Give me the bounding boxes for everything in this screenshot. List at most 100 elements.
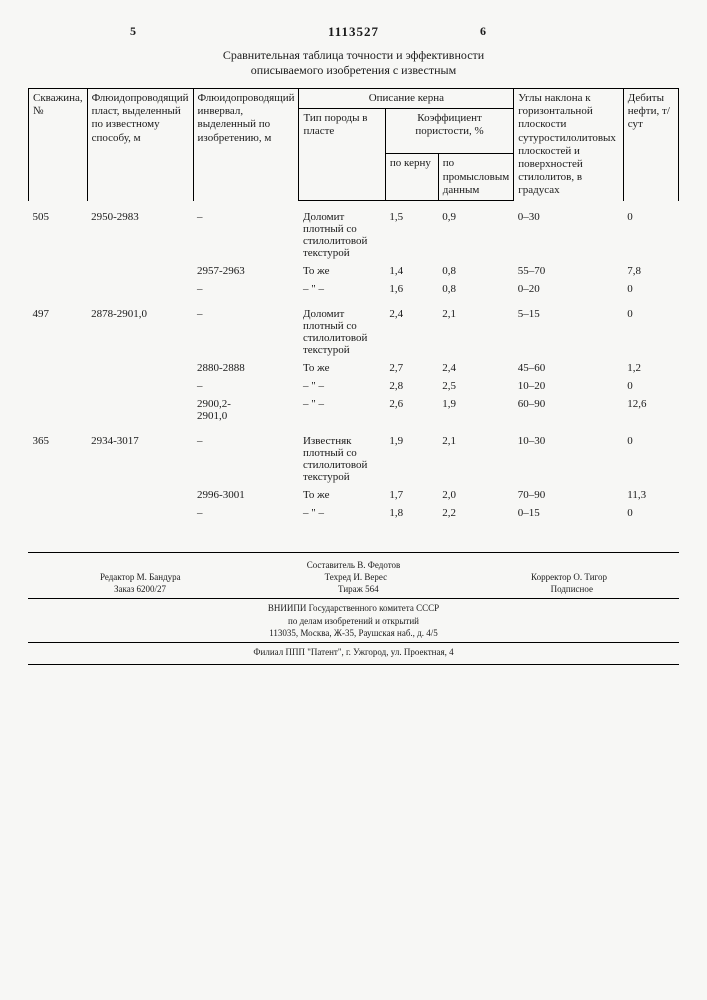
cell: – — [193, 280, 299, 298]
page: { "header": { "col_left": "5", "col_righ… — [0, 0, 707, 1000]
subtitle-l1: Сравнительная таблица точности и эффекти… — [223, 48, 484, 62]
order: Заказ 6200/27 — [114, 583, 166, 595]
cell: 60–90 — [514, 395, 624, 425]
th-by-core: по керну — [385, 154, 438, 201]
th-by-field: по промысловым данным — [438, 154, 513, 201]
cell — [87, 377, 193, 395]
table-row: –– " –1,82,20–150 — [29, 504, 679, 522]
cell: 2950-2983 — [87, 201, 193, 263]
cell: 1,9 — [385, 425, 438, 486]
footer: Составитель В. Федотов Редактор М. Банду… — [28, 552, 679, 665]
cell: 0,8 — [438, 280, 513, 298]
table-row: 3652934-3017–Известняк плотный со стилол… — [29, 425, 679, 486]
cell: 0 — [623, 201, 678, 263]
cell: То же — [299, 262, 385, 280]
cell: 2,1 — [438, 298, 513, 359]
cell: 0 — [623, 298, 678, 359]
cell — [29, 486, 88, 504]
cell: 0 — [623, 425, 678, 486]
addr: 113035, Москва, Ж-35, Раушская наб., д. … — [28, 627, 679, 643]
table-row: 2957-2963То же1,40,855–707,8 — [29, 262, 679, 280]
editor: Редактор М. Бандура — [100, 571, 181, 583]
cell: 1,8 — [385, 504, 438, 522]
corrector: Корректор О. Тигор — [531, 571, 607, 583]
cell: Доломит плотный со стилолитовой текстуро… — [299, 201, 385, 263]
cell: 0 — [623, 377, 678, 395]
cell: 12,6 — [623, 395, 678, 425]
table-row: 5052950-2983–Доломит плотный со стилолит… — [29, 201, 679, 263]
cell — [87, 395, 193, 425]
table-row: –– " –2,82,510–200 — [29, 377, 679, 395]
cell — [29, 395, 88, 425]
cell: 0,8 — [438, 262, 513, 280]
cell — [29, 377, 88, 395]
cell: 1,7 — [385, 486, 438, 504]
org-l2: по делам изобретений и открытий — [28, 615, 679, 627]
cell — [87, 504, 193, 522]
cell — [87, 359, 193, 377]
compiler: Составитель В. Федотов — [28, 559, 679, 571]
cell: 2,1 — [438, 425, 513, 486]
cell: 2,4 — [385, 298, 438, 359]
techred: Техред И. Верес — [325, 571, 387, 583]
cell: 2996-3001 — [193, 486, 299, 504]
cell: – " – — [299, 377, 385, 395]
cell: 1,9 — [438, 395, 513, 425]
cell: 5–15 — [514, 298, 624, 359]
org-l1: ВНИИПИ Государственного комитета СССР — [28, 602, 679, 614]
cell: 0 — [623, 280, 678, 298]
cell: – — [193, 377, 299, 395]
cell: 1,4 — [385, 262, 438, 280]
cell: 2,2 — [438, 504, 513, 522]
cell: 2878-2901,0 — [87, 298, 193, 359]
cell — [87, 280, 193, 298]
cell: – " – — [299, 504, 385, 522]
cell: 0–20 — [514, 280, 624, 298]
cell: Известняк плотный со стилолитовой тексту… — [299, 425, 385, 486]
table-row: 4972878-2901,0–Доломит плотный со стилол… — [29, 298, 679, 359]
cell: То же — [299, 359, 385, 377]
subtitle-l2: описываемого изобретения с известным — [251, 63, 456, 77]
cell: 2,6 — [385, 395, 438, 425]
th-porosity: Коэффициент пористости, % — [385, 109, 513, 154]
subtitle: Сравнительная таблица точности и эффекти… — [28, 48, 679, 78]
cell — [29, 359, 88, 377]
cell: – — [193, 425, 299, 486]
th-well: Скважина, № — [29, 89, 88, 201]
table-row: –– " –1,60,80–200 — [29, 280, 679, 298]
cell — [87, 486, 193, 504]
cell: – — [193, 504, 299, 522]
cell: 45–60 — [514, 359, 624, 377]
podpisnoe: Подписное — [551, 583, 593, 595]
cell: 2934-3017 — [87, 425, 193, 486]
cell: 55–70 — [514, 262, 624, 280]
cell: 2,0 — [438, 486, 513, 504]
cell — [29, 262, 88, 280]
cell: 2,8 — [385, 377, 438, 395]
table-row: 2880-2888То же2,72,445–601,2 — [29, 359, 679, 377]
cell — [29, 280, 88, 298]
cell: 505 — [29, 201, 88, 263]
cell: 0–30 — [514, 201, 624, 263]
cell: 365 — [29, 425, 88, 486]
th-inv: Флюидопроводящий инвервал, выделенный по… — [193, 89, 299, 201]
cell: 0,9 — [438, 201, 513, 263]
th-angles: Углы наклона к горизонтальной плоскости … — [514, 89, 624, 201]
table-row: 2900,2-2901,0– " –2,61,960–9012,6 — [29, 395, 679, 425]
col-num-right: 6 — [480, 24, 486, 39]
cell: 497 — [29, 298, 88, 359]
cell: 2,7 — [385, 359, 438, 377]
th-core-desc: Описание керна — [299, 89, 514, 109]
cell: То же — [299, 486, 385, 504]
cell: 2880-2888 — [193, 359, 299, 377]
col-num-left: 5 — [130, 24, 136, 39]
cell: 1,5 — [385, 201, 438, 263]
cell: – — [193, 298, 299, 359]
cell: – " – — [299, 395, 385, 425]
th-known: Флюидопроводящий пласт, выделенный по из… — [87, 89, 193, 201]
cell: 2900,2-2901,0 — [193, 395, 299, 425]
cell: 10–20 — [514, 377, 624, 395]
cell: Доломит плотный со стилолитовой текстуро… — [299, 298, 385, 359]
table-row: 2996-3001То же1,72,070–9011,3 — [29, 486, 679, 504]
cell: 2,4 — [438, 359, 513, 377]
